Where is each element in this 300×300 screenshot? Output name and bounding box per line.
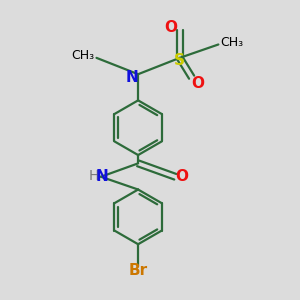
Text: N: N: [125, 70, 138, 85]
Text: CH₃: CH₃: [71, 49, 94, 62]
Text: O: O: [175, 169, 188, 184]
Text: O: O: [164, 20, 177, 35]
Text: N: N: [96, 169, 109, 184]
Text: S: S: [174, 53, 185, 68]
Text: Br: Br: [128, 263, 148, 278]
Text: CH₃: CH₃: [221, 36, 244, 49]
Text: H: H: [88, 169, 99, 183]
Text: O: O: [192, 76, 205, 91]
